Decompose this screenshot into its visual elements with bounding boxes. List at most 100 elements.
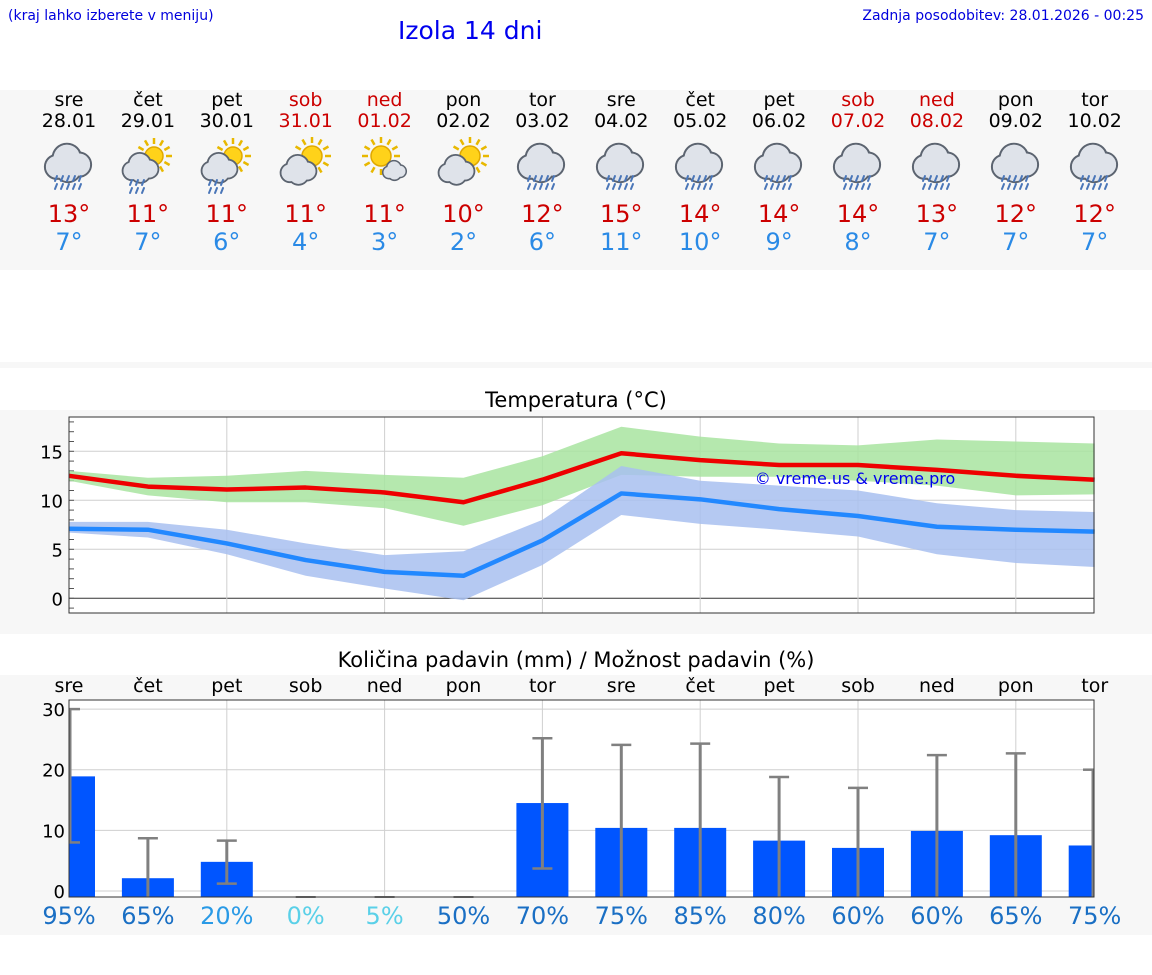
day-date: 29.01 xyxy=(120,110,176,132)
day-name: tor xyxy=(1081,89,1109,111)
rain-cloud-icon xyxy=(753,142,803,190)
day-date: 05.02 xyxy=(672,110,728,132)
day-name: tor xyxy=(528,89,556,111)
x-tick-label: čet xyxy=(685,675,715,697)
day-name: čet xyxy=(685,89,715,111)
temp-max: 10° xyxy=(442,200,485,228)
rain-cloud-icon xyxy=(517,142,566,190)
x-tick-label: sre xyxy=(607,675,636,697)
temp-max: 11° xyxy=(205,200,249,228)
day-column-2: pet 30.01 11° 6° xyxy=(187,90,267,256)
temp-min: 3° xyxy=(370,228,399,256)
y-tick-label: 5 xyxy=(52,540,63,561)
x-tick-label: pon xyxy=(998,675,1034,697)
day-name: sob xyxy=(288,89,323,111)
temp-max: 13° xyxy=(47,200,91,228)
x-tick-label: ned xyxy=(919,675,955,697)
rain-cloud-icon xyxy=(1069,142,1118,190)
days-row: sre 28.01 13° 7° čet 29.01 11° 7° pet 30.01 11° 6° s… xyxy=(30,90,1140,270)
day-date: 07.02 xyxy=(830,110,886,132)
plot-border xyxy=(68,416,1095,614)
temp-min: 7° xyxy=(134,228,162,256)
sun-cloud-rain-icon xyxy=(200,138,251,194)
location-hint: (kraj lahko izberete v meniju) xyxy=(8,8,214,24)
temp-max: 14° xyxy=(836,200,880,228)
day-name: čet xyxy=(133,89,163,111)
y-tick-label: 0 xyxy=(52,589,63,610)
temp-min: 8° xyxy=(844,228,872,256)
forecast-panel xyxy=(0,90,1152,270)
day-name: pet xyxy=(763,89,795,111)
y-tick-label: 15 xyxy=(40,442,63,463)
day-column-1: čet 29.01 11° 7° xyxy=(108,90,188,256)
day-column-10: sob 07.02 14° 8° xyxy=(818,90,898,256)
day-date: 28.01 xyxy=(41,110,97,132)
temp-max: 11° xyxy=(284,200,327,228)
watermark: © vreme.us & vreme.pro xyxy=(755,469,956,488)
day-name: ned xyxy=(918,89,955,111)
day-column-7: sre 04.02 15° 11° xyxy=(581,90,661,256)
day-column-8: čet 05.02 14° 10° xyxy=(660,90,740,256)
day-date: 30.01 xyxy=(199,110,254,132)
day-date: 01.02 xyxy=(357,110,412,132)
page-title: Izola 14 dni xyxy=(398,16,543,45)
rain-cloud-icon xyxy=(596,142,645,190)
plot-border xyxy=(68,699,1095,898)
day-column-0: sre 28.01 13° 7° xyxy=(29,90,109,256)
day-date: 06.02 xyxy=(751,110,807,132)
x-tick-label: tor xyxy=(1081,675,1108,697)
temp-min: 7° xyxy=(923,228,951,256)
y-tick-label: 0 xyxy=(54,882,65,903)
max-line xyxy=(68,451,1095,505)
x-tick-label: čet xyxy=(133,675,163,697)
temp-max: 13° xyxy=(915,200,959,228)
temp-min: 7° xyxy=(1081,228,1109,256)
temp-min: 11° xyxy=(600,228,643,256)
x-tick-label: pet xyxy=(211,675,242,697)
day-column-5: pon 02.02 10° 2° xyxy=(424,90,504,256)
day-column-4: ned 01.02 11° 3° xyxy=(345,90,425,256)
day-column-13: tor 10.02 12° 7° xyxy=(1055,90,1135,256)
day-date: 09.02 xyxy=(988,110,1043,132)
x-tick-label: pon xyxy=(446,675,482,697)
temp-min: 6° xyxy=(528,228,557,256)
day-date: 02.02 xyxy=(436,110,491,132)
temp-max: 12° xyxy=(521,200,564,228)
temp-min: 10° xyxy=(678,228,722,256)
day-column-12: pon 09.02 12° 7° xyxy=(976,90,1056,256)
rain-cloud-icon xyxy=(990,142,1039,190)
x-tick-label: tor xyxy=(529,675,556,697)
temperature-chart: 0 5 10 15 © vreme.us & vreme.pro xyxy=(40,416,1095,614)
rain-cloud-icon xyxy=(911,142,960,190)
last-updated: Zadnja posodobitev: 28.01.2026 - 00:25 xyxy=(862,8,1144,24)
x-tick-label: sre xyxy=(55,675,84,697)
precipitation-chart: 0 10 20 30 sre čet pet sob ned pon tor sre čet pet sob… xyxy=(42,675,1108,903)
x-tick-label: ned xyxy=(367,675,403,697)
precipitation-title: Količina padavin (mm) / Možnost padavin … xyxy=(337,648,815,672)
min-band xyxy=(69,466,1095,601)
y-tick-label: 10 xyxy=(40,491,63,512)
y-tick-label: 30 xyxy=(42,700,65,721)
temp-max: 12° xyxy=(1073,200,1116,228)
day-name: sre xyxy=(54,89,84,111)
day-column-11: ned 08.02 13° 7° xyxy=(897,90,977,256)
sun-cloud-icon xyxy=(279,137,331,186)
temp-min: 7° xyxy=(1002,228,1030,256)
day-column-9: pet 06.02 14° 9° xyxy=(739,90,819,256)
temp-min: 4° xyxy=(292,228,320,256)
temp-min: 9° xyxy=(765,228,793,256)
temp-max: 14° xyxy=(678,200,722,228)
temp-max: 14° xyxy=(757,200,801,228)
day-column-3: sob 31.01 11° 4° xyxy=(266,90,346,256)
precip-bar xyxy=(1068,845,1094,897)
temp-max: 12° xyxy=(994,200,1038,228)
temp-max: 11° xyxy=(363,200,406,228)
day-name: ned xyxy=(366,89,403,111)
day-date: 03.02 xyxy=(515,110,570,132)
temp-min: 2° xyxy=(449,228,478,256)
rain-cloud-icon xyxy=(43,142,93,190)
day-name: pon xyxy=(997,89,1034,111)
day-date: 04.02 xyxy=(594,110,649,132)
x-tick-label: pet xyxy=(763,675,794,697)
day-name: pon xyxy=(445,89,482,111)
